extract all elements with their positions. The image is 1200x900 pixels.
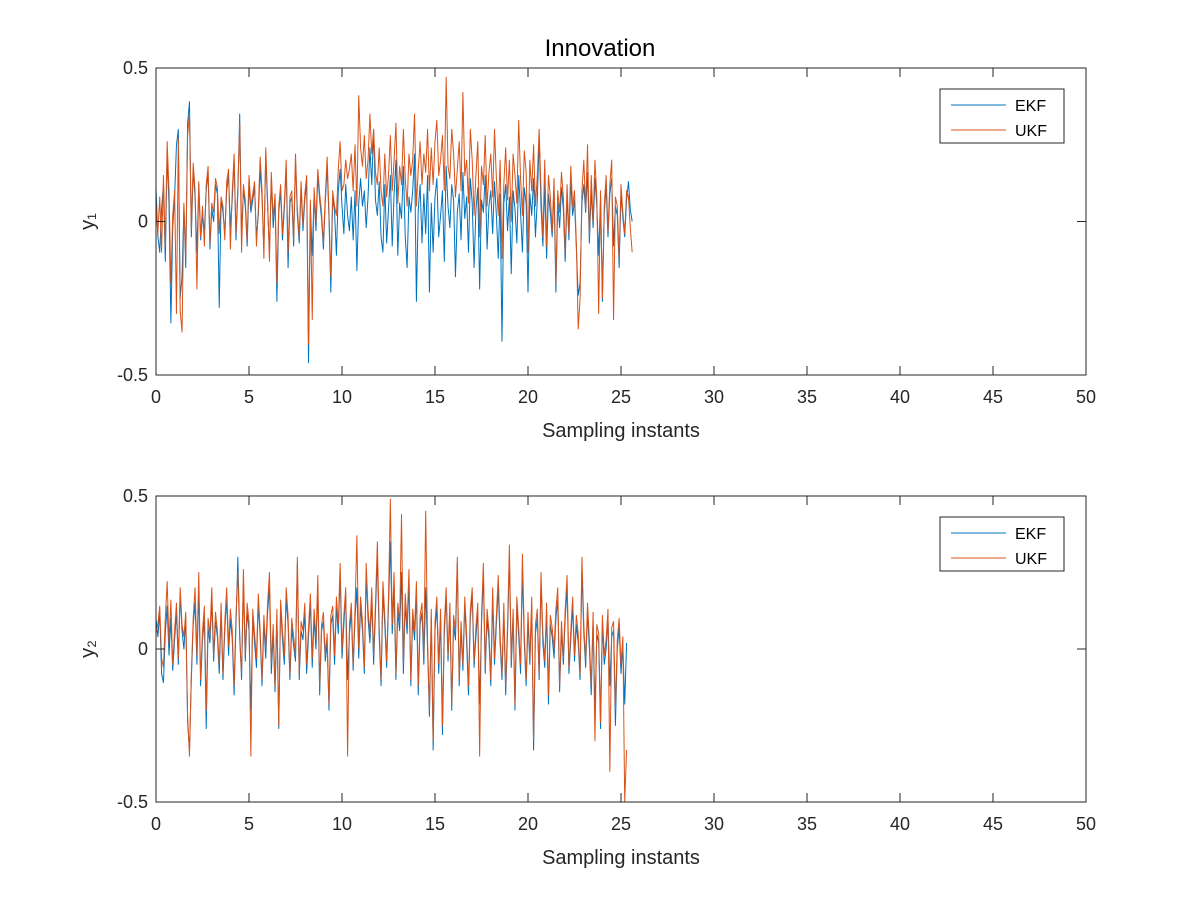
x-tick-label: 25 xyxy=(611,387,631,407)
y-tick-label: -0.5 xyxy=(117,365,148,385)
y-tick-label: 0.5 xyxy=(123,58,148,78)
x-tick-label: 45 xyxy=(983,387,1003,407)
x-tick-label: 10 xyxy=(332,387,352,407)
legend-label-ekf: EKF xyxy=(1015,98,1046,115)
series-line-ukf xyxy=(156,498,628,802)
y-axis-label: y₁ xyxy=(77,213,99,230)
x-tick-label: 0 xyxy=(151,387,161,407)
x-tick-label: 15 xyxy=(425,387,445,407)
y-axis-label: y₂ xyxy=(77,640,99,658)
x-tick-label: 25 xyxy=(611,814,631,834)
x-tick-label: 50 xyxy=(1076,387,1096,407)
x-tick-label: 30 xyxy=(704,814,724,834)
y-tick-label: 0 xyxy=(138,212,148,232)
legend-label-ukf: UKF xyxy=(1015,123,1047,140)
legend-box xyxy=(939,88,1065,144)
legend-box xyxy=(939,516,1065,572)
figure-title: Innovation xyxy=(545,35,656,62)
x-tick-label: 5 xyxy=(244,814,254,834)
legend: EKF UKF xyxy=(939,516,1065,572)
x-tick-label: 0 xyxy=(151,814,161,834)
y-tick-label: -0.5 xyxy=(117,792,148,812)
x-tick-label: 10 xyxy=(332,814,352,834)
x-tick-label: 40 xyxy=(890,814,910,834)
x-tick-label: 50 xyxy=(1076,814,1096,834)
x-tick-label: 15 xyxy=(425,814,445,834)
x-tick-label: 45 xyxy=(983,814,1003,834)
legend-label-ukf: UKF xyxy=(1015,551,1047,568)
y-tick-label: 0.5 xyxy=(123,486,148,506)
x-tick-label: 20 xyxy=(518,387,538,407)
x-axis-label: Sampling instants xyxy=(542,847,700,869)
legend: EKF UKF xyxy=(939,88,1065,144)
x-tick-label: 35 xyxy=(797,814,817,834)
x-tick-label: 5 xyxy=(244,387,254,407)
plot-area xyxy=(156,496,1086,802)
x-tick-label: 30 xyxy=(704,387,724,407)
x-tick-label: 20 xyxy=(518,814,538,834)
legend-label-ekf: EKF xyxy=(1015,526,1046,543)
y-tick-label: 0 xyxy=(138,639,148,659)
series-line-ukf xyxy=(156,76,633,345)
x-tick-label: 35 xyxy=(797,387,817,407)
x-tick-label: 40 xyxy=(890,387,910,407)
x-axis-label: Sampling instants xyxy=(542,420,700,442)
